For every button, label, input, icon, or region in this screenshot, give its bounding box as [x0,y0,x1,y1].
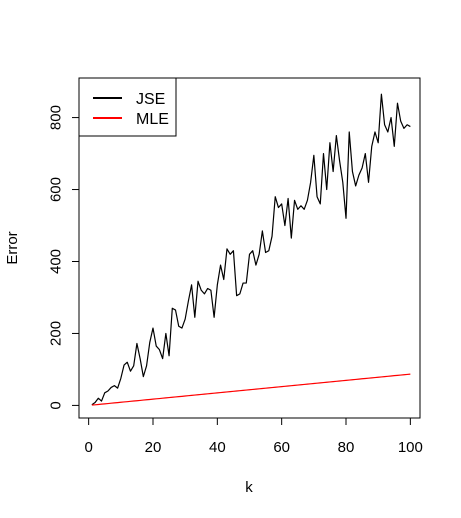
series-line-jse [91,93,411,406]
y-tick-label: 0 [48,401,65,409]
x-tick-label: 40 [209,439,226,456]
legend-label-mle: MLE [136,111,169,128]
y-tick-label: 600 [48,177,65,202]
x-tick-label: 60 [273,439,290,456]
series-line-mle [91,373,411,406]
x-tick-label: 100 [398,439,423,456]
x-tick-label: 80 [338,439,355,456]
y-tick-label: 800 [48,105,65,130]
y-tick-label: 400 [48,249,65,274]
y-axis: 0 200 400 600 800 [48,105,80,410]
x-axis-title: k [245,479,253,496]
x-tick-label: 0 [84,439,92,456]
legend-label-jse: JSE [136,91,165,108]
y-axis-title: Error [4,231,21,264]
y-tick-label: 200 [48,321,65,346]
series-layer [91,93,411,406]
x-tick-label: 20 [145,439,162,456]
legend: JSE MLE [78,77,177,137]
legend-box [78,77,177,137]
x-axis: 0 20 40 60 80 100 [84,417,423,456]
